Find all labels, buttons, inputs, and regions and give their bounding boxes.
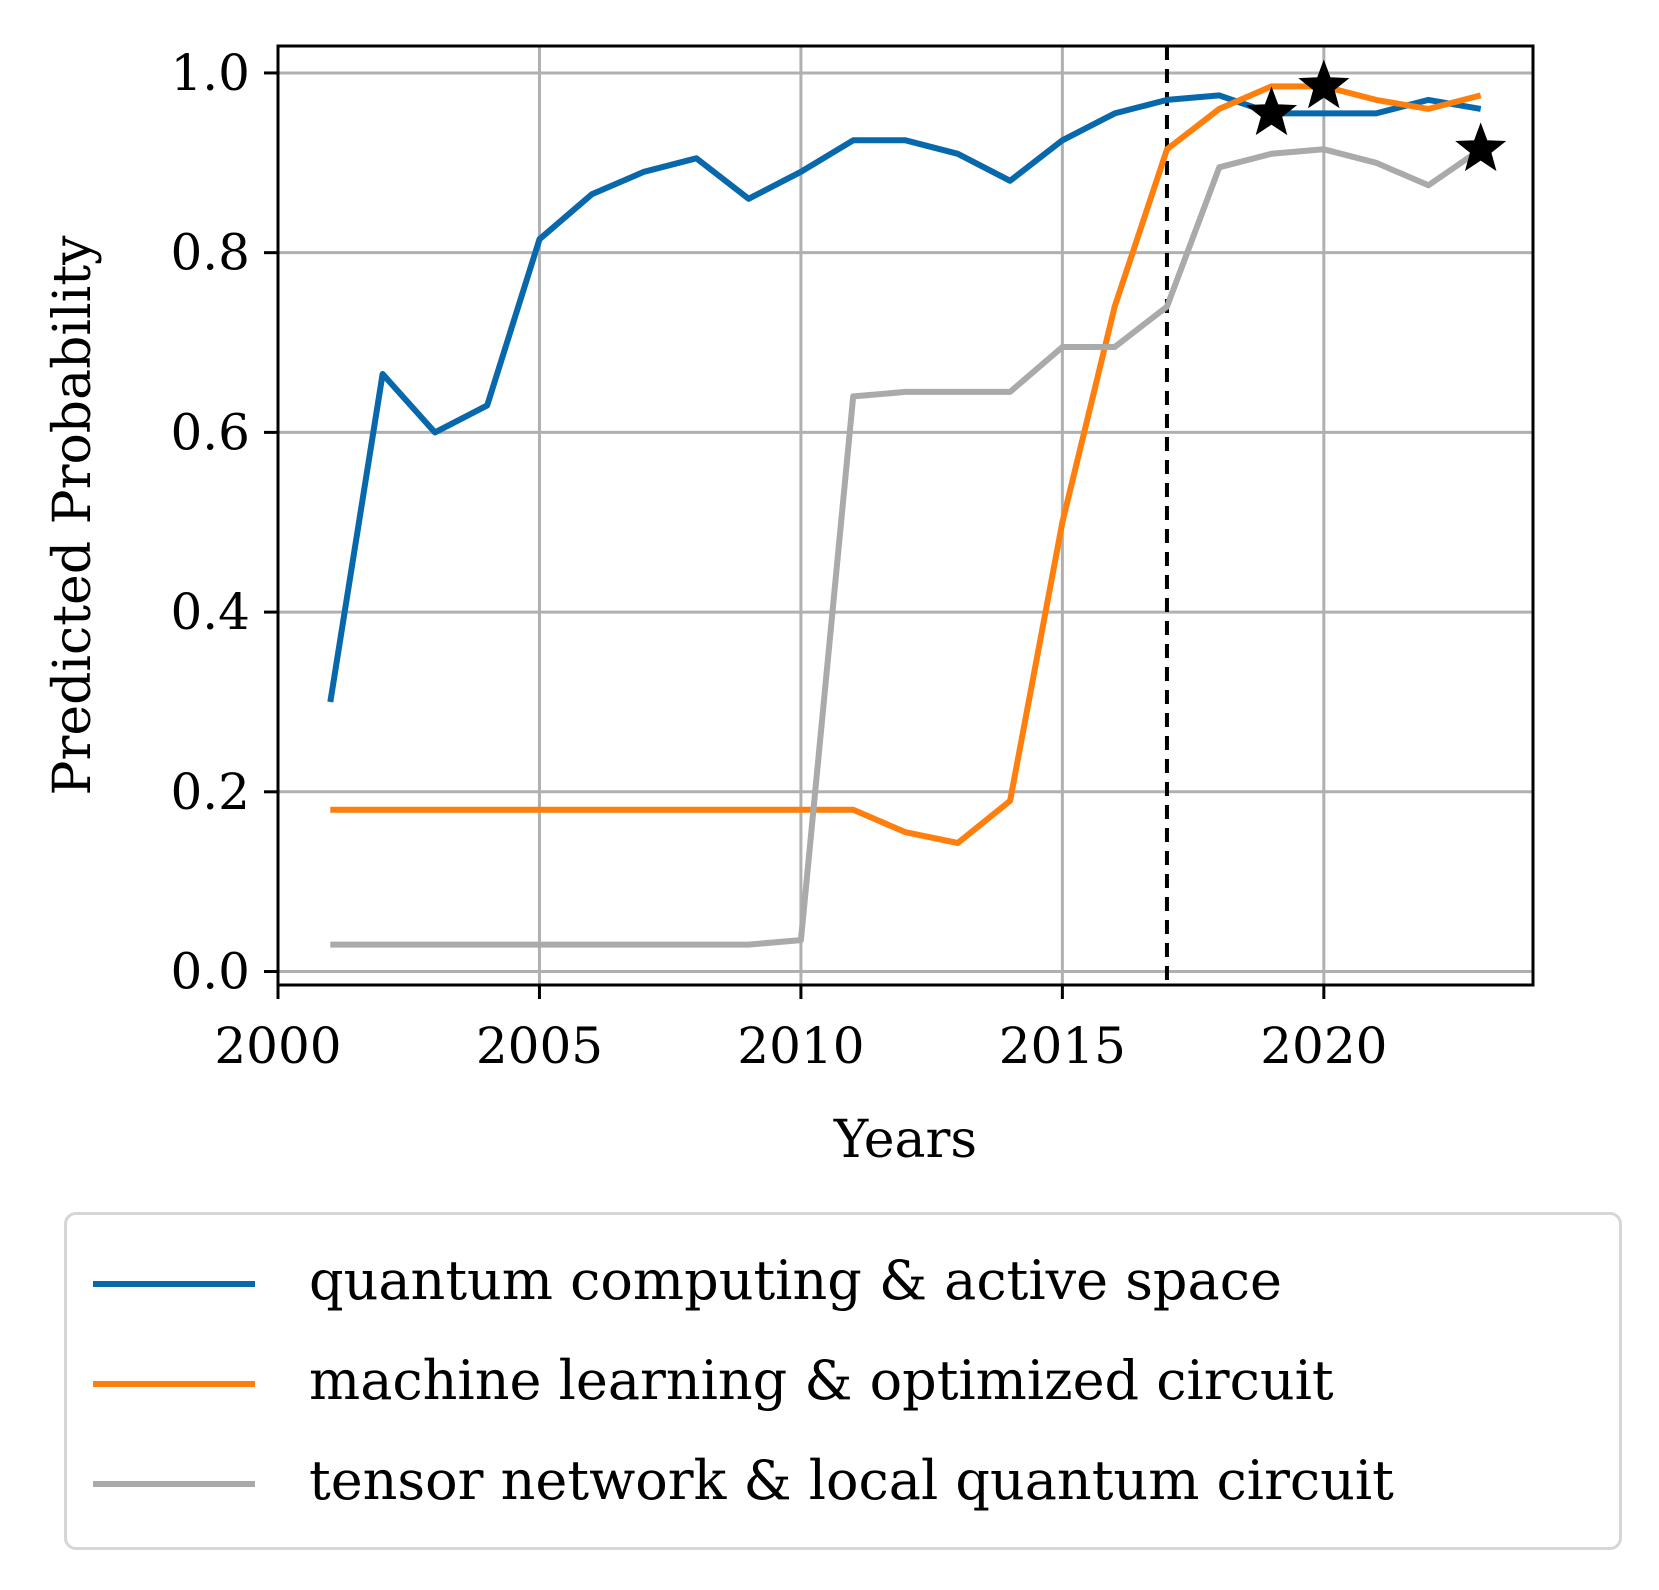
legend-label-quantum-computing: quantum computing & active space xyxy=(309,1249,1282,1312)
y-tick-label: 0.6 xyxy=(170,403,250,461)
y-tick-label: 1.0 xyxy=(170,44,250,102)
y-tick-label: 0.2 xyxy=(170,763,250,821)
legend: quantum computing & active space machine… xyxy=(64,1212,1622,1550)
series-layer xyxy=(327,83,1483,948)
y-tick-label: 0.4 xyxy=(170,583,250,641)
x-axis-ticks: 2000 2005 2010 2015 2020 xyxy=(214,985,1387,1075)
y-tick-label: 0.0 xyxy=(170,943,250,1001)
star-marker-series-1 xyxy=(1298,59,1350,109)
legend-item-machine-learning: machine learning & optimized circuit xyxy=(67,1333,1619,1433)
grid-lines xyxy=(276,46,1533,985)
x-axis-label: Years xyxy=(833,1110,977,1170)
plot-frame xyxy=(276,44,1535,987)
y-axis-label: Predicted Probability xyxy=(43,235,103,796)
star-marker-series-3 xyxy=(1455,122,1507,172)
line-chart: 2000 2005 2010 2015 2020 0.00.20.40.60.81.0 … xyxy=(43,44,1535,1170)
series-line-3 xyxy=(330,146,1483,948)
legend-label-tensor-network: tensor network & local quantum circuit xyxy=(309,1449,1394,1512)
legend-swatch-machine-learning xyxy=(93,1381,255,1387)
series-line-2 xyxy=(330,83,1482,846)
marker-layer xyxy=(1245,59,1507,172)
legend-swatch-quantum-computing xyxy=(93,1281,255,1287)
legend-item-quantum-computing: quantum computing & active space xyxy=(67,1233,1619,1333)
legend-swatch-tensor-network xyxy=(93,1481,255,1487)
legend-label-machine-learning: machine learning & optimized circuit xyxy=(309,1349,1334,1412)
x-tick-label: 2015 xyxy=(999,1017,1126,1075)
x-tick-label: 2000 xyxy=(214,1017,341,1075)
y-tick-label: 0.8 xyxy=(170,224,250,282)
y-axis-ticks: 0.0 0.2 0.4 0.6 0.8 1.0 xyxy=(170,44,278,1001)
series-line-1 xyxy=(327,92,1482,703)
star-marker-series-1 xyxy=(1245,86,1298,136)
x-tick-label: 2020 xyxy=(1260,1017,1387,1075)
x-tick-label: 2005 xyxy=(476,1017,603,1075)
x-tick-label: 2010 xyxy=(737,1017,864,1075)
legend-item-tensor-network: tensor network & local quantum circuit xyxy=(67,1433,1619,1533)
